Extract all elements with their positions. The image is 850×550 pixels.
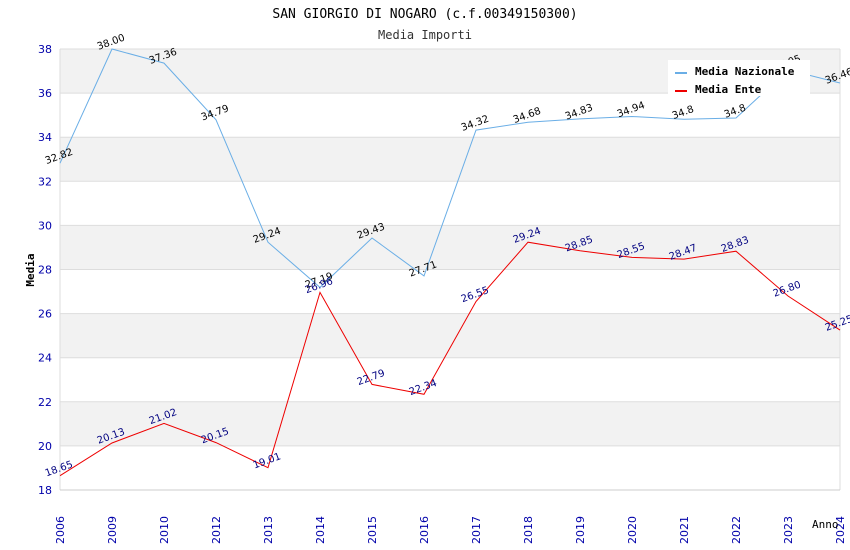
x-tick-label: 2010 [158,516,171,544]
y-tick-label: 28 [38,264,52,277]
y-tick-label: 36 [38,87,52,100]
y-tick-label: 22 [38,396,52,409]
y-axis-label: Media [24,253,37,286]
series-line-ente [59,241,841,477]
data-label-ente: 18.65 [44,459,75,479]
chart-subtitle: Media Importi [378,28,472,42]
legend: Media Nazionale Media Ente [668,60,810,96]
x-tick-label: 2021 [678,516,691,544]
x-tick-label: 2015 [366,516,379,544]
y-tick-label: 24 [38,352,52,365]
data-label-ente: 26.80 [772,280,803,300]
x-tick-label: 2016 [418,516,431,544]
x-tick-label: 2020 [626,516,639,544]
grid-band [60,401,840,446]
legend-label-ente: Media Ente [695,83,762,96]
data-label-ente: 22.34 [408,378,439,398]
x-tick-label: 2022 [730,516,743,544]
x-tick-label: 2017 [470,516,483,544]
y-tick-label: 34 [38,131,52,144]
data-label-ente: 22.79 [356,368,387,388]
data-label-nazionale: 34.32 [460,114,491,134]
grid-band [60,313,840,358]
x-tick-label: 2009 [106,516,119,544]
x-axis-label: Anno [812,518,839,531]
y-axis-ticks: 18 20 22 24 26 28 30 32 34 36 38 [38,43,52,497]
x-axis-ticks: 2006 2009 2010 2012 2013 2014 2015 2016 2017 2018… [54,516,847,544]
gridlines [59,48,841,491]
grid-bands [60,49,840,446]
y-tick-label: 26 [38,308,52,321]
data-label-ente: 19.01 [252,451,283,471]
x-tick-label: 2023 [782,516,795,544]
grid-band [60,225,840,270]
legend-box [668,60,810,96]
data-label-nazionale: 34.79 [200,103,231,123]
series-lines [59,48,841,477]
data-label-nazionale: 34.83 [564,102,595,122]
y-tick-label: 18 [38,484,52,497]
chart-title: SAN GIORGIO DI NOGARO (c.f.00349150300) [272,7,577,22]
x-tick-label: 2019 [574,516,587,544]
x-tick-label: 2013 [262,516,275,544]
y-tick-label: 20 [38,440,52,453]
data-label-nazionale: 34.68 [512,106,543,126]
x-tick-label: 2014 [314,516,327,544]
y-tick-label: 38 [38,43,52,56]
legend-label-naz: Media Nazionale [695,65,795,78]
y-tick-label: 30 [38,219,52,232]
x-tick-label: 2012 [210,516,223,544]
x-tick-label: 2024 [834,516,847,544]
grid-band [60,137,840,182]
series-line-nazionale [59,48,841,289]
x-tick-label: 2006 [54,516,67,544]
x-tick-label: 2018 [522,516,535,544]
y-tick-label: 32 [38,175,52,188]
